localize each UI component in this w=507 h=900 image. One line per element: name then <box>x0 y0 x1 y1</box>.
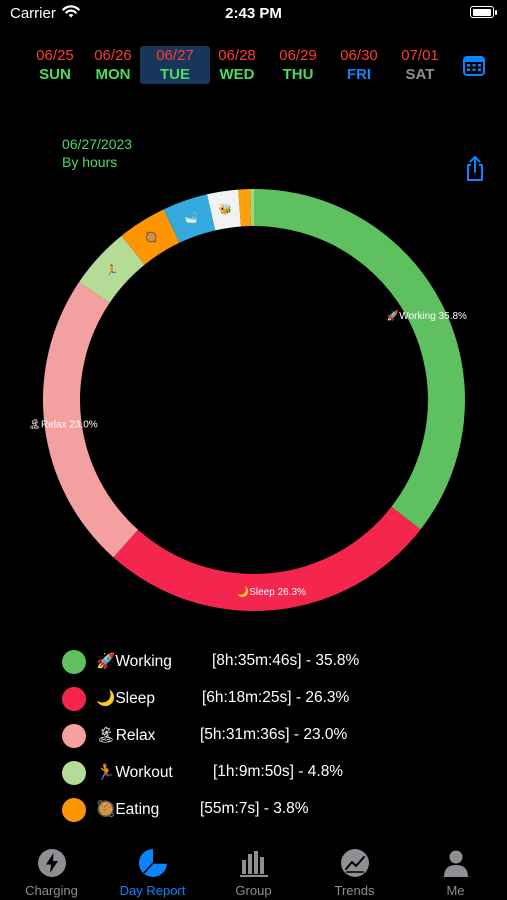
donut-slice-relax[interactable] <box>42 282 139 558</box>
legend-item-relax[interactable]: 🏝Relax [5h:31m:36s] - 23.0% <box>60 722 460 750</box>
legend-item-eating[interactable]: 🥘Eating [55m:7s] - 3.8% <box>60 796 460 824</box>
legend-color-dot <box>62 724 86 748</box>
donut-slice-segment-8[interactable] <box>250 189 254 227</box>
legend-name: Sleep <box>115 690 155 707</box>
carrier-label: Carrier <box>10 5 56 22</box>
legend-color-dot <box>62 798 86 822</box>
report-date: 06/27/2023 <box>62 136 133 152</box>
bar-chart-icon <box>240 851 268 877</box>
rocket-icon: 🚀 <box>96 653 116 670</box>
day-wed[interactable]: 06/28 WED <box>218 47 256 83</box>
battery-icon <box>470 6 497 18</box>
legend-item-working[interactable]: 🚀Working [8h:35m:46s] - 35.8% <box>60 648 460 676</box>
tab-bar: Charging Day Report Group Trends <box>0 836 507 900</box>
week-selector: 06/25 SUN 06/26 MON 06/27 TUE 06/28 WED 06/2… <box>20 46 450 86</box>
status-time: 2:43 PM <box>225 5 282 22</box>
tab-trends[interactable]: Trends <box>304 836 405 900</box>
donut-slice-sleep[interactable] <box>113 506 421 611</box>
tab-group[interactable]: Group <box>203 836 304 900</box>
calendar-icon[interactable] <box>462 53 486 77</box>
person-icon <box>444 850 468 877</box>
runner-icon: 🏃 <box>96 764 116 781</box>
legend-name: Working <box>115 653 172 670</box>
day-thu[interactable]: 06/29 THU <box>279 47 317 83</box>
donut-slice-workout[interactable] <box>78 235 145 303</box>
tab-label: Charging <box>25 883 78 898</box>
legend-duration: [8h:35m:46s] - 35.8% <box>212 652 360 669</box>
pie-chart-icon <box>139 849 167 877</box>
day-fri[interactable]: 06/30 FRI <box>340 47 378 83</box>
tab-charging[interactable]: Charging <box>1 836 102 900</box>
legend-name: Workout <box>115 764 173 781</box>
tab-me[interactable]: Me <box>405 836 506 900</box>
bolt-icon <box>38 849 66 877</box>
legend-name: Relax <box>115 727 156 744</box>
food-bowl-icon: 🥘 <box>96 801 116 818</box>
legend-item-workout[interactable]: 🏃Workout [1h:9m:50s] - 4.8% <box>60 759 460 787</box>
day-mon[interactable]: 06/26 MON <box>94 47 132 83</box>
trend-chart-icon <box>341 849 369 877</box>
moon-icon: 🌙 <box>96 690 116 707</box>
tab-label: Me <box>446 883 465 898</box>
legend-name: Eating <box>115 801 160 818</box>
day-sat[interactable]: 07/01 SAT <box>401 47 439 83</box>
report-mode: By hours <box>62 154 118 170</box>
donut-slice-segment-6[interactable] <box>207 189 241 231</box>
legend-color-dot <box>62 687 86 711</box>
status-bar: Carrier 2:43 PM <box>0 0 507 30</box>
donut-slice-working[interactable] <box>254 189 466 530</box>
tab-label: Group <box>235 883 272 898</box>
tab-label: Trends <box>334 883 375 898</box>
battery-level <box>472 8 491 16</box>
day-sun[interactable]: 06/25 SUN <box>36 47 74 83</box>
legend-duration: [5h:31m:36s] - 23.0% <box>200 726 348 743</box>
legend-duration: [55m:7s] - 3.8% <box>200 800 309 817</box>
share-icon[interactable] <box>463 154 487 182</box>
donut-slice-eating[interactable] <box>121 209 180 265</box>
donut-slice-segment-5[interactable] <box>163 194 216 243</box>
tab-day-report[interactable]: Day Report <box>102 836 203 900</box>
island-icon: 🏝 <box>96 727 116 744</box>
legend-duration: [1h:9m:50s] - 4.8% <box>213 763 344 780</box>
legend-duration: [6h:18m:25s] - 26.3% <box>202 689 350 706</box>
legend-color-dot <box>62 761 86 785</box>
donut-slice-segment-7[interactable] <box>238 189 251 227</box>
wifi-icon <box>62 5 80 18</box>
legend-color-dot <box>62 650 86 674</box>
legend-item-sleep[interactable]: 🌙Sleep [6h:18m:25s] - 26.3% <box>60 685 460 713</box>
tab-label: Day Report <box>119 883 186 898</box>
day-tue[interactable]: 06/27 TUE <box>140 46 210 84</box>
